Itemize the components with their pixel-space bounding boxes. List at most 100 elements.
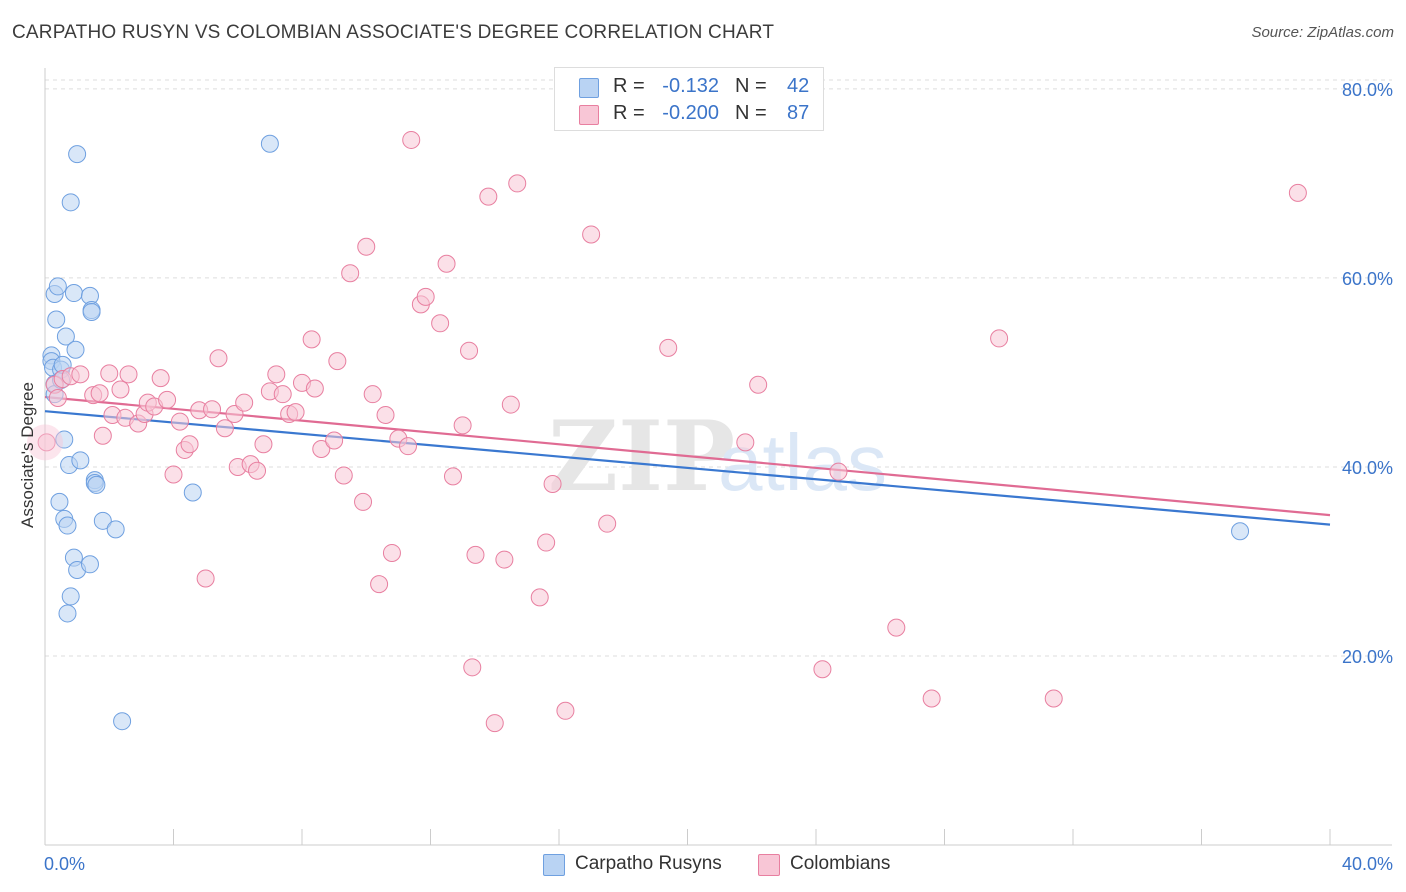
data-point (48, 388, 67, 407)
legend-swatch-colombian (579, 105, 599, 125)
data-points (27, 130, 1307, 733)
data-point (215, 419, 234, 438)
y-tick-label: 80.0% (1342, 80, 1393, 100)
x-tick-label: 40.0% (1342, 854, 1393, 874)
data-point (56, 327, 75, 346)
data-point (1231, 522, 1250, 541)
legend-n-label: N = (735, 102, 767, 124)
data-point (66, 340, 85, 359)
data-point (659, 338, 678, 357)
data-point (37, 433, 56, 452)
data-point (598, 514, 617, 533)
data-point (50, 492, 69, 511)
data-point (437, 254, 456, 273)
legend-n-value: 42 (787, 75, 810, 97)
data-point (416, 287, 435, 306)
data-point (485, 714, 504, 733)
y-tick-label: 60.0% (1342, 269, 1393, 289)
data-point (582, 225, 601, 244)
data-point (341, 264, 360, 283)
data-point (183, 483, 202, 502)
data-point (61, 193, 80, 212)
data-point (543, 474, 562, 493)
data-point (305, 379, 324, 398)
data-point (537, 533, 556, 552)
data-point (260, 134, 279, 153)
data-point (119, 365, 138, 384)
data-point (71, 451, 90, 470)
data-point (1288, 183, 1307, 202)
data-point (71, 365, 90, 384)
x-tick-label: 0.0% (44, 854, 85, 874)
data-point (170, 412, 189, 431)
legend-n-value: 87 (787, 102, 810, 124)
watermark-zip: ZIP (548, 400, 735, 513)
legend-swatch-carpatho (579, 78, 599, 98)
legend-r-label: R = (613, 102, 645, 124)
legend-n-label: N = (735, 75, 767, 97)
gridlines (45, 79, 1392, 657)
data-point (55, 430, 74, 449)
data-point (235, 393, 254, 412)
data-point (47, 310, 66, 329)
data-point (80, 555, 99, 574)
data-point (196, 569, 215, 588)
legend-swatch-colombian (758, 854, 780, 876)
data-point (180, 435, 199, 454)
data-point (93, 426, 112, 445)
data-point (209, 349, 228, 368)
legend-label-colombian: Colombians (790, 853, 891, 874)
data-point (399, 437, 418, 456)
data-point (325, 431, 344, 450)
data-point (111, 380, 130, 399)
data-point (254, 435, 273, 454)
data-point (463, 658, 482, 677)
data-point (68, 145, 87, 164)
data-point (58, 516, 77, 535)
data-point (312, 439, 331, 458)
source-label: Source: ZipAtlas.com (1251, 24, 1394, 41)
data-point (431, 314, 450, 333)
data-point (508, 174, 527, 193)
data-point (286, 403, 305, 422)
data-point (64, 284, 83, 303)
data-point (93, 511, 112, 530)
data-point (248, 461, 267, 480)
legend-row-colombian: R = -0.200 N = 87 (555, 100, 823, 128)
data-point (453, 416, 472, 435)
series-carpatho-rusyns (42, 134, 1250, 731)
data-point (887, 618, 906, 637)
data-point (501, 395, 520, 414)
trend-line-carpatho (44, 410, 1331, 526)
data-point (443, 467, 462, 486)
data-point (82, 302, 101, 321)
data-point (460, 341, 479, 360)
data-point (328, 352, 347, 371)
data-point (58, 604, 77, 623)
data-point (302, 330, 321, 349)
data-point (61, 587, 80, 606)
data-point (273, 385, 292, 404)
legend-r-value: -0.200 (662, 102, 719, 124)
data-point (382, 543, 401, 562)
data-point (370, 575, 389, 594)
data-point (736, 433, 755, 452)
data-point (376, 405, 395, 424)
data-point (990, 329, 1009, 348)
data-point (829, 462, 848, 481)
legend-label-carpatho: Carpatho Rusyns (575, 853, 722, 874)
data-point (158, 390, 177, 409)
data-point (495, 550, 514, 569)
trend-lines (44, 395, 1331, 526)
legend-r-value: -0.132 (662, 75, 719, 97)
y-axis-label: Associate's Degree (18, 382, 37, 528)
watermark-atlas: atlas (718, 418, 887, 507)
data-point (106, 520, 125, 539)
data-point (363, 385, 382, 404)
data-point (90, 384, 109, 403)
data-point (267, 365, 286, 384)
y-tick-label: 20.0% (1342, 647, 1393, 667)
data-point-large (27, 424, 63, 461)
axes (44, 68, 1392, 846)
